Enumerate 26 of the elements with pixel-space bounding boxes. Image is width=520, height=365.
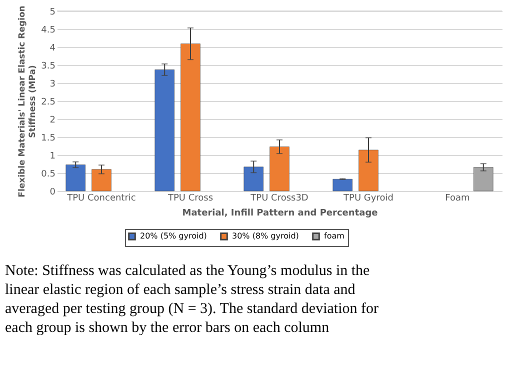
bar: [92, 169, 112, 192]
y-tick-label: 4: [50, 44, 56, 54]
x-tick-label: Foam: [445, 194, 470, 204]
y-tick-label: 2: [50, 116, 56, 126]
y-tick-label: 0: [50, 188, 56, 198]
y-tick-label: 4.5: [41, 26, 56, 36]
x-tick-label: TPU Cross3D: [250, 194, 308, 204]
x-axis-title: Material, Infill Pattern and Percentage: [182, 208, 378, 218]
y-tick-label: 5: [50, 8, 56, 18]
legend-label: 30% (8% gyroid): [232, 231, 299, 240]
y-tick-label: 1.5: [41, 134, 56, 144]
y-tick-label: 2.5: [41, 98, 56, 108]
y-tick-label: 3: [50, 80, 56, 90]
y-tick-label: 1: [50, 152, 56, 162]
bar: [66, 164, 86, 192]
legend-label: foam: [324, 231, 345, 240]
legend-label: 20% (5% gyroid): [140, 231, 207, 240]
x-tick-label: TPU Concentric: [66, 194, 136, 204]
text: Note: Stiffness was calculated as the Young’s modulus in the linear elastic region of each sample’s stress strain data and averaged per testing group (N = 3). The standard deviation for each group is shown by the error bars on each column: [5, 263, 378, 336]
bar: [474, 167, 494, 192]
bar: [332, 178, 352, 192]
y-tick-label: 0.5: [41, 170, 56, 180]
x-tick-label: TPU Cross: [166, 194, 214, 204]
y-axis-title: Flexible Materials' Linear Elastic Region Stiffness (MPa): [18, 6, 38, 198]
y-tick-label: 3.5: [41, 62, 56, 72]
x-tick-label: TPU Gyroid: [342, 194, 394, 204]
